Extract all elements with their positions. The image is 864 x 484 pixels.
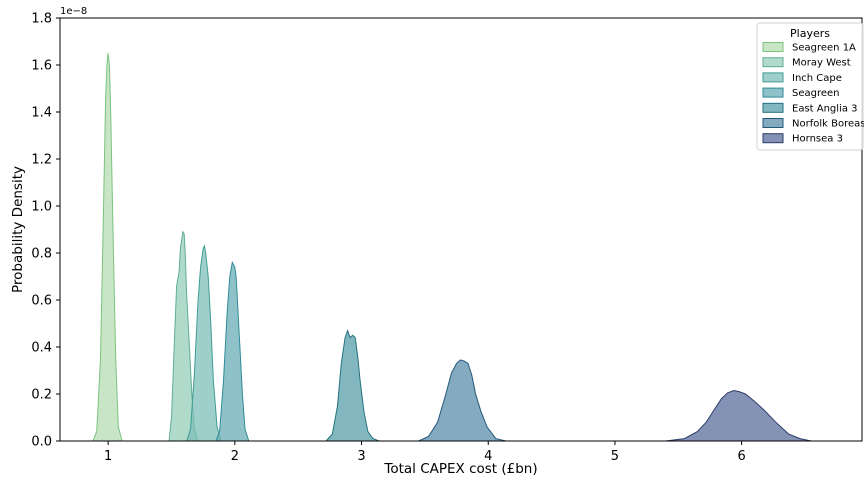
legend-swatch	[762, 72, 784, 83]
y-tick-label: 0.6	[31, 294, 52, 309]
legend-label: Moray West	[792, 58, 851, 69]
x-tick-label: 1	[104, 449, 112, 464]
legend-swatch	[762, 133, 784, 144]
x-tick-label: 6	[737, 449, 745, 464]
plot-area	[92, 53, 812, 442]
density-area-1	[92, 53, 123, 442]
legend-label: Seagreen 1A	[792, 43, 856, 54]
y-tick-label: 0.4	[31, 341, 52, 356]
legend-entries: Seagreen 1A Moray West Inch Cape Seagreen Ea…	[762, 42, 864, 145]
legend-title: Players	[790, 27, 830, 40]
y-tick-label: 0.8	[31, 247, 52, 262]
y-offset-text: 1e−8	[60, 6, 87, 17]
legend-label: Hornsea 3	[792, 134, 843, 145]
y-axis-ticks: 0.0 0.2 0.4 0.6 0.8 1.0 1.2 1.4 1.6 1.8	[31, 12, 60, 450]
x-tick-label: 4	[484, 449, 492, 464]
legend-label: Norfolk Boreas	[792, 119, 864, 130]
density-area-6	[418, 359, 507, 442]
density-area-7	[665, 389, 812, 442]
x-axis-ticks: 1 2 3 4 5 6	[104, 441, 746, 464]
x-tick-label: 5	[611, 449, 619, 464]
axes	[59, 17, 863, 442]
y-tick-label: 1.8	[31, 12, 52, 27]
plot-frame	[59, 17, 863, 442]
x-axis-label: Total CAPEX cost (£bn)	[383, 461, 537, 477]
y-tick-label: 1.2	[31, 153, 52, 168]
legend-label: East Anglia 3	[792, 103, 858, 114]
y-tick-label: 1.0	[31, 200, 52, 215]
y-axis-label: Probability Density	[10, 166, 26, 293]
y-tick-label: 1.6	[31, 59, 52, 74]
x-tick-label: 2	[231, 449, 239, 464]
y-tick-label: 0.2	[31, 388, 52, 403]
density-area-4	[215, 260, 250, 442]
legend-label: Inch Cape	[792, 73, 842, 84]
legend-swatch	[762, 87, 784, 98]
y-tick-label: 0.0	[31, 435, 52, 450]
legend-swatch	[762, 42, 784, 52]
y-tick-label: 1.4	[31, 106, 52, 121]
legend-swatch	[762, 102, 784, 113]
legend-swatch	[762, 57, 784, 68]
x-tick-label: 3	[357, 449, 365, 464]
density-area-5	[324, 329, 380, 442]
legend-swatch	[762, 118, 784, 128]
density-area-3	[186, 244, 222, 442]
legend-label: Seagreen	[792, 88, 840, 99]
